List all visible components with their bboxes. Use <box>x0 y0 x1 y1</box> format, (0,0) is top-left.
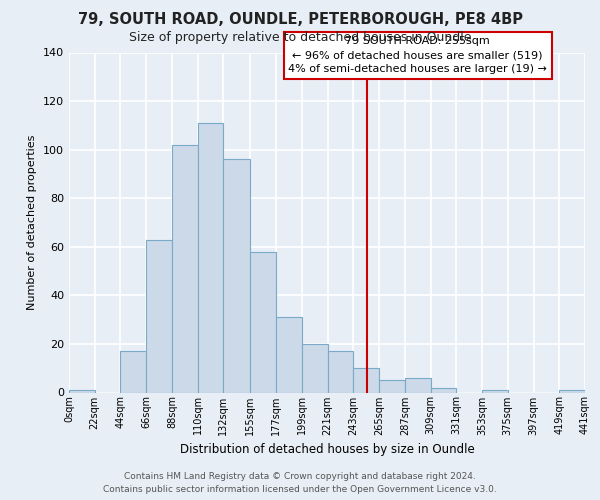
Bar <box>250 252 276 392</box>
Bar <box>69 390 95 392</box>
Bar <box>223 160 250 392</box>
Bar <box>172 145 198 392</box>
Bar <box>431 388 456 392</box>
Bar <box>276 317 302 392</box>
Text: 79, SOUTH ROAD, OUNDLE, PETERBOROUGH, PE8 4BP: 79, SOUTH ROAD, OUNDLE, PETERBOROUGH, PE… <box>77 12 523 28</box>
Text: Size of property relative to detached houses in Oundle: Size of property relative to detached ho… <box>129 31 471 44</box>
Y-axis label: Number of detached properties: Number of detached properties <box>28 135 37 310</box>
Bar <box>405 378 431 392</box>
Bar <box>198 123 223 392</box>
Bar <box>482 390 508 392</box>
Text: Contains HM Land Registry data © Crown copyright and database right 2024.
Contai: Contains HM Land Registry data © Crown c… <box>103 472 497 494</box>
Bar <box>559 390 585 392</box>
Bar <box>328 351 353 393</box>
Bar <box>146 240 172 392</box>
X-axis label: Distribution of detached houses by size in Oundle: Distribution of detached houses by size … <box>179 443 475 456</box>
Bar <box>353 368 379 392</box>
Bar <box>302 344 328 393</box>
Text: 79 SOUTH ROAD: 255sqm
← 96% of detached houses are smaller (519)
4% of semi-deta: 79 SOUTH ROAD: 255sqm ← 96% of detached … <box>288 36 547 74</box>
Bar <box>121 351 146 393</box>
Bar <box>379 380 405 392</box>
